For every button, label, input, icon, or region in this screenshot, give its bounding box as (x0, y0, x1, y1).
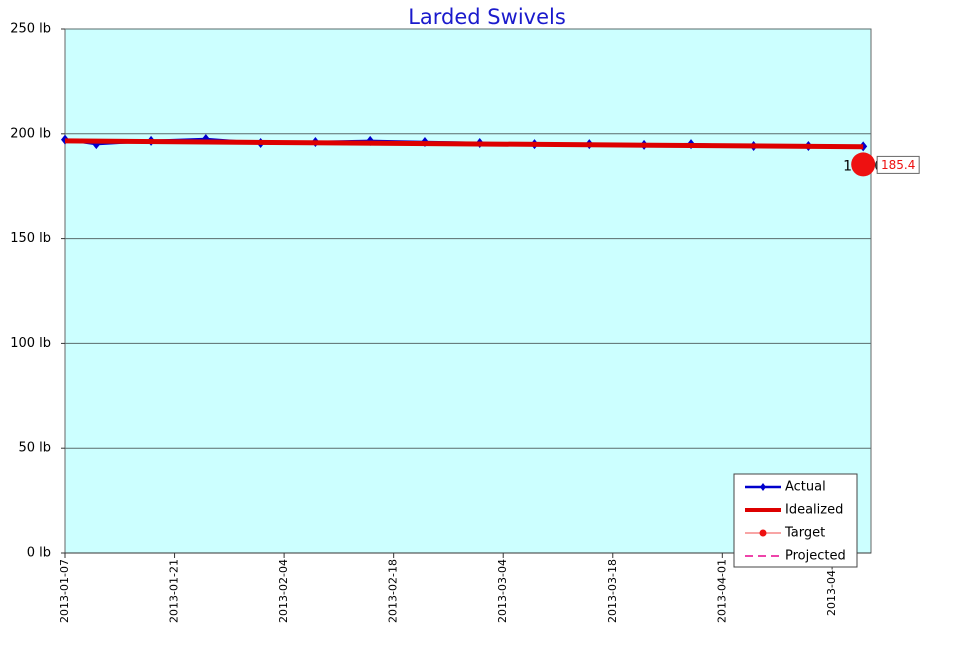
chart-title: Larded Swivels (408, 5, 566, 29)
legend-marker (760, 483, 766, 491)
legend-marker (759, 529, 767, 537)
x-tick-label: 2013-04-01 (715, 559, 728, 623)
x-tick-label: 2013-01-21 (168, 559, 181, 623)
value-label-box (876, 155, 920, 174)
legend-label: Projected (785, 549, 846, 564)
value-label: 185.4 (881, 158, 915, 172)
legend-label: Target (784, 526, 825, 541)
legend-label: Actual (785, 480, 826, 495)
y-tick-label: 50 lb (18, 441, 51, 456)
series-line (64, 138, 864, 150)
y-tick-label: 100 lb (10, 336, 51, 351)
x-tick-label: 2013-02-04 (277, 559, 290, 623)
x-tick-label: 2013-03-18 (606, 559, 619, 623)
legend-label: Idealized (785, 503, 843, 518)
y-tick-label: 250 lb (10, 22, 51, 37)
y-tick-label: 200 lb (10, 126, 51, 141)
x-tick-label: 2013-04-1 (825, 559, 838, 616)
y-tick-label: 0 lb (27, 546, 51, 561)
x-tick-label: 2013-01-07 (58, 559, 71, 623)
x-tick-label: 2013-03-04 (496, 559, 509, 623)
legend-box (733, 473, 858, 568)
x-tick-label: 2013-02-18 (387, 559, 400, 623)
y-tick-label: 150 lb (10, 231, 51, 246)
plot-area (64, 28, 872, 554)
data-point (851, 152, 876, 177)
